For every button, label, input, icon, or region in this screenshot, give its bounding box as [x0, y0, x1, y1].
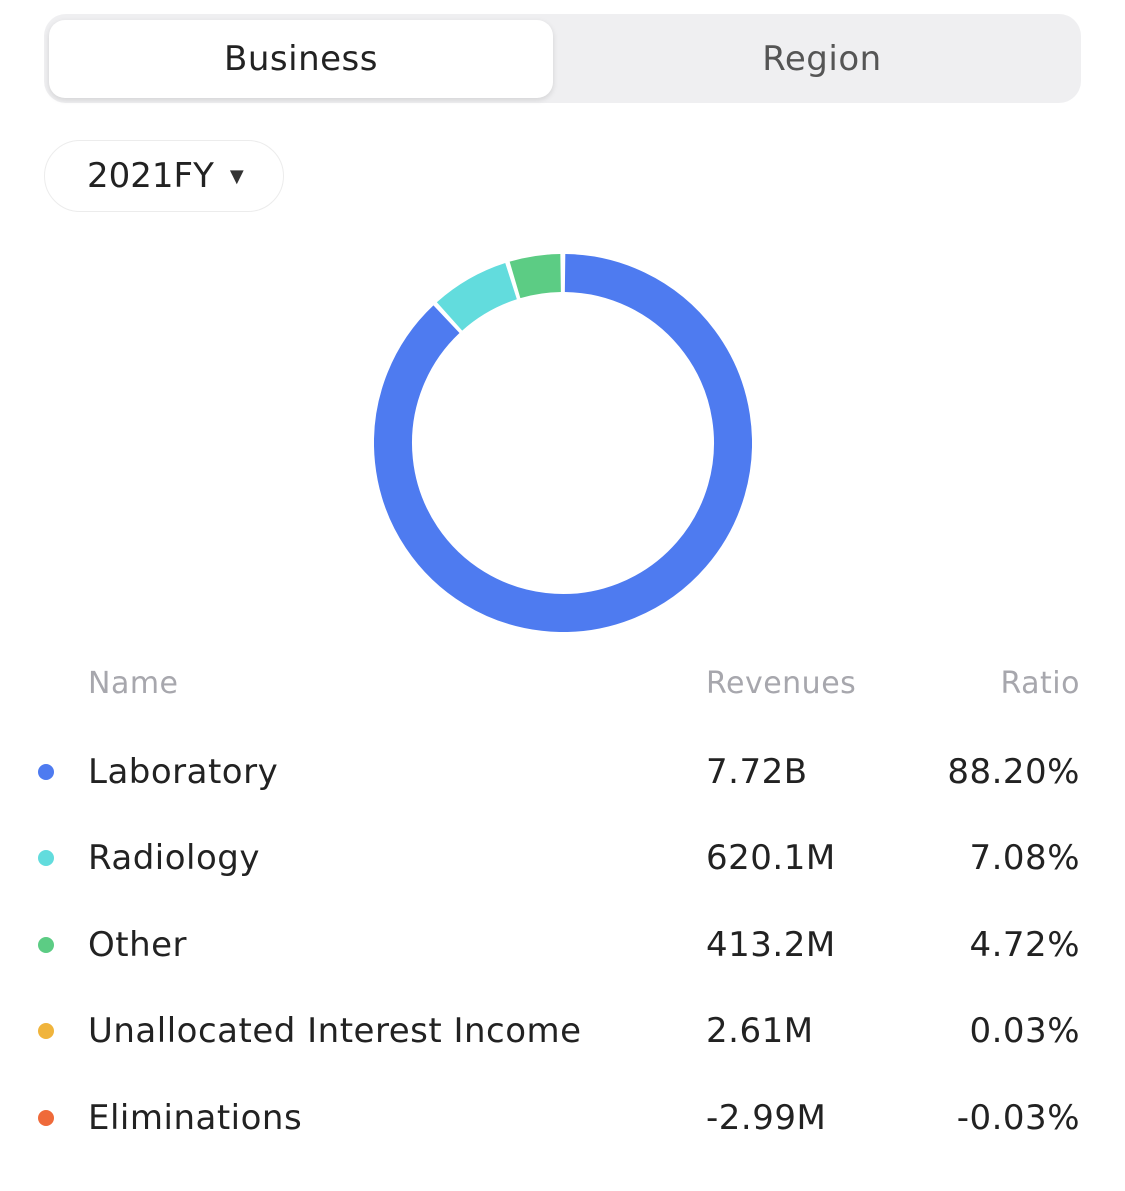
row-ratio: 4.72% — [969, 925, 1080, 965]
row-revenues: 620.1M — [706, 838, 836, 878]
donut-slice-radiology — [436, 263, 518, 331]
donut-slice-other — [509, 254, 562, 299]
legend-dot — [38, 937, 54, 953]
row-revenues: 2.61M — [706, 1011, 814, 1051]
row-name: Radiology — [88, 838, 260, 878]
row-ratio: 88.20% — [947, 752, 1080, 792]
row-revenues: -2.99M — [706, 1098, 827, 1138]
row-ratio: 7.08% — [969, 838, 1080, 878]
tab-business[interactable]: Business — [49, 20, 553, 98]
legend-dot — [38, 1110, 54, 1126]
row-ratio: 0.03% — [969, 1011, 1080, 1051]
donut-slice-laboratory — [374, 254, 752, 632]
legend-dot — [38, 764, 54, 780]
segment-control: Business Region — [44, 14, 1081, 103]
row-revenues: 7.72B — [706, 752, 808, 792]
legend-dot — [38, 850, 54, 866]
row-revenues: 413.2M — [706, 925, 836, 965]
row-ratio: -0.03% — [956, 1098, 1080, 1138]
legend-dot — [38, 1023, 54, 1039]
header-ratio: Ratio — [1000, 666, 1080, 701]
period-value: 2021FY — [87, 156, 214, 196]
caret-down-icon: ▼ — [229, 165, 244, 187]
header-name: Name — [88, 666, 179, 701]
tab-region[interactable]: Region — [762, 39, 882, 79]
row-name: Laboratory — [88, 752, 279, 792]
header-revenues: Revenues — [706, 666, 857, 701]
period-dropdown[interactable]: 2021FY ▼ — [44, 140, 284, 212]
row-name: Eliminations — [88, 1098, 303, 1138]
donut-chart — [374, 254, 752, 632]
row-name: Other — [88, 925, 188, 965]
row-name: Unallocated Interest Income — [88, 1011, 582, 1051]
